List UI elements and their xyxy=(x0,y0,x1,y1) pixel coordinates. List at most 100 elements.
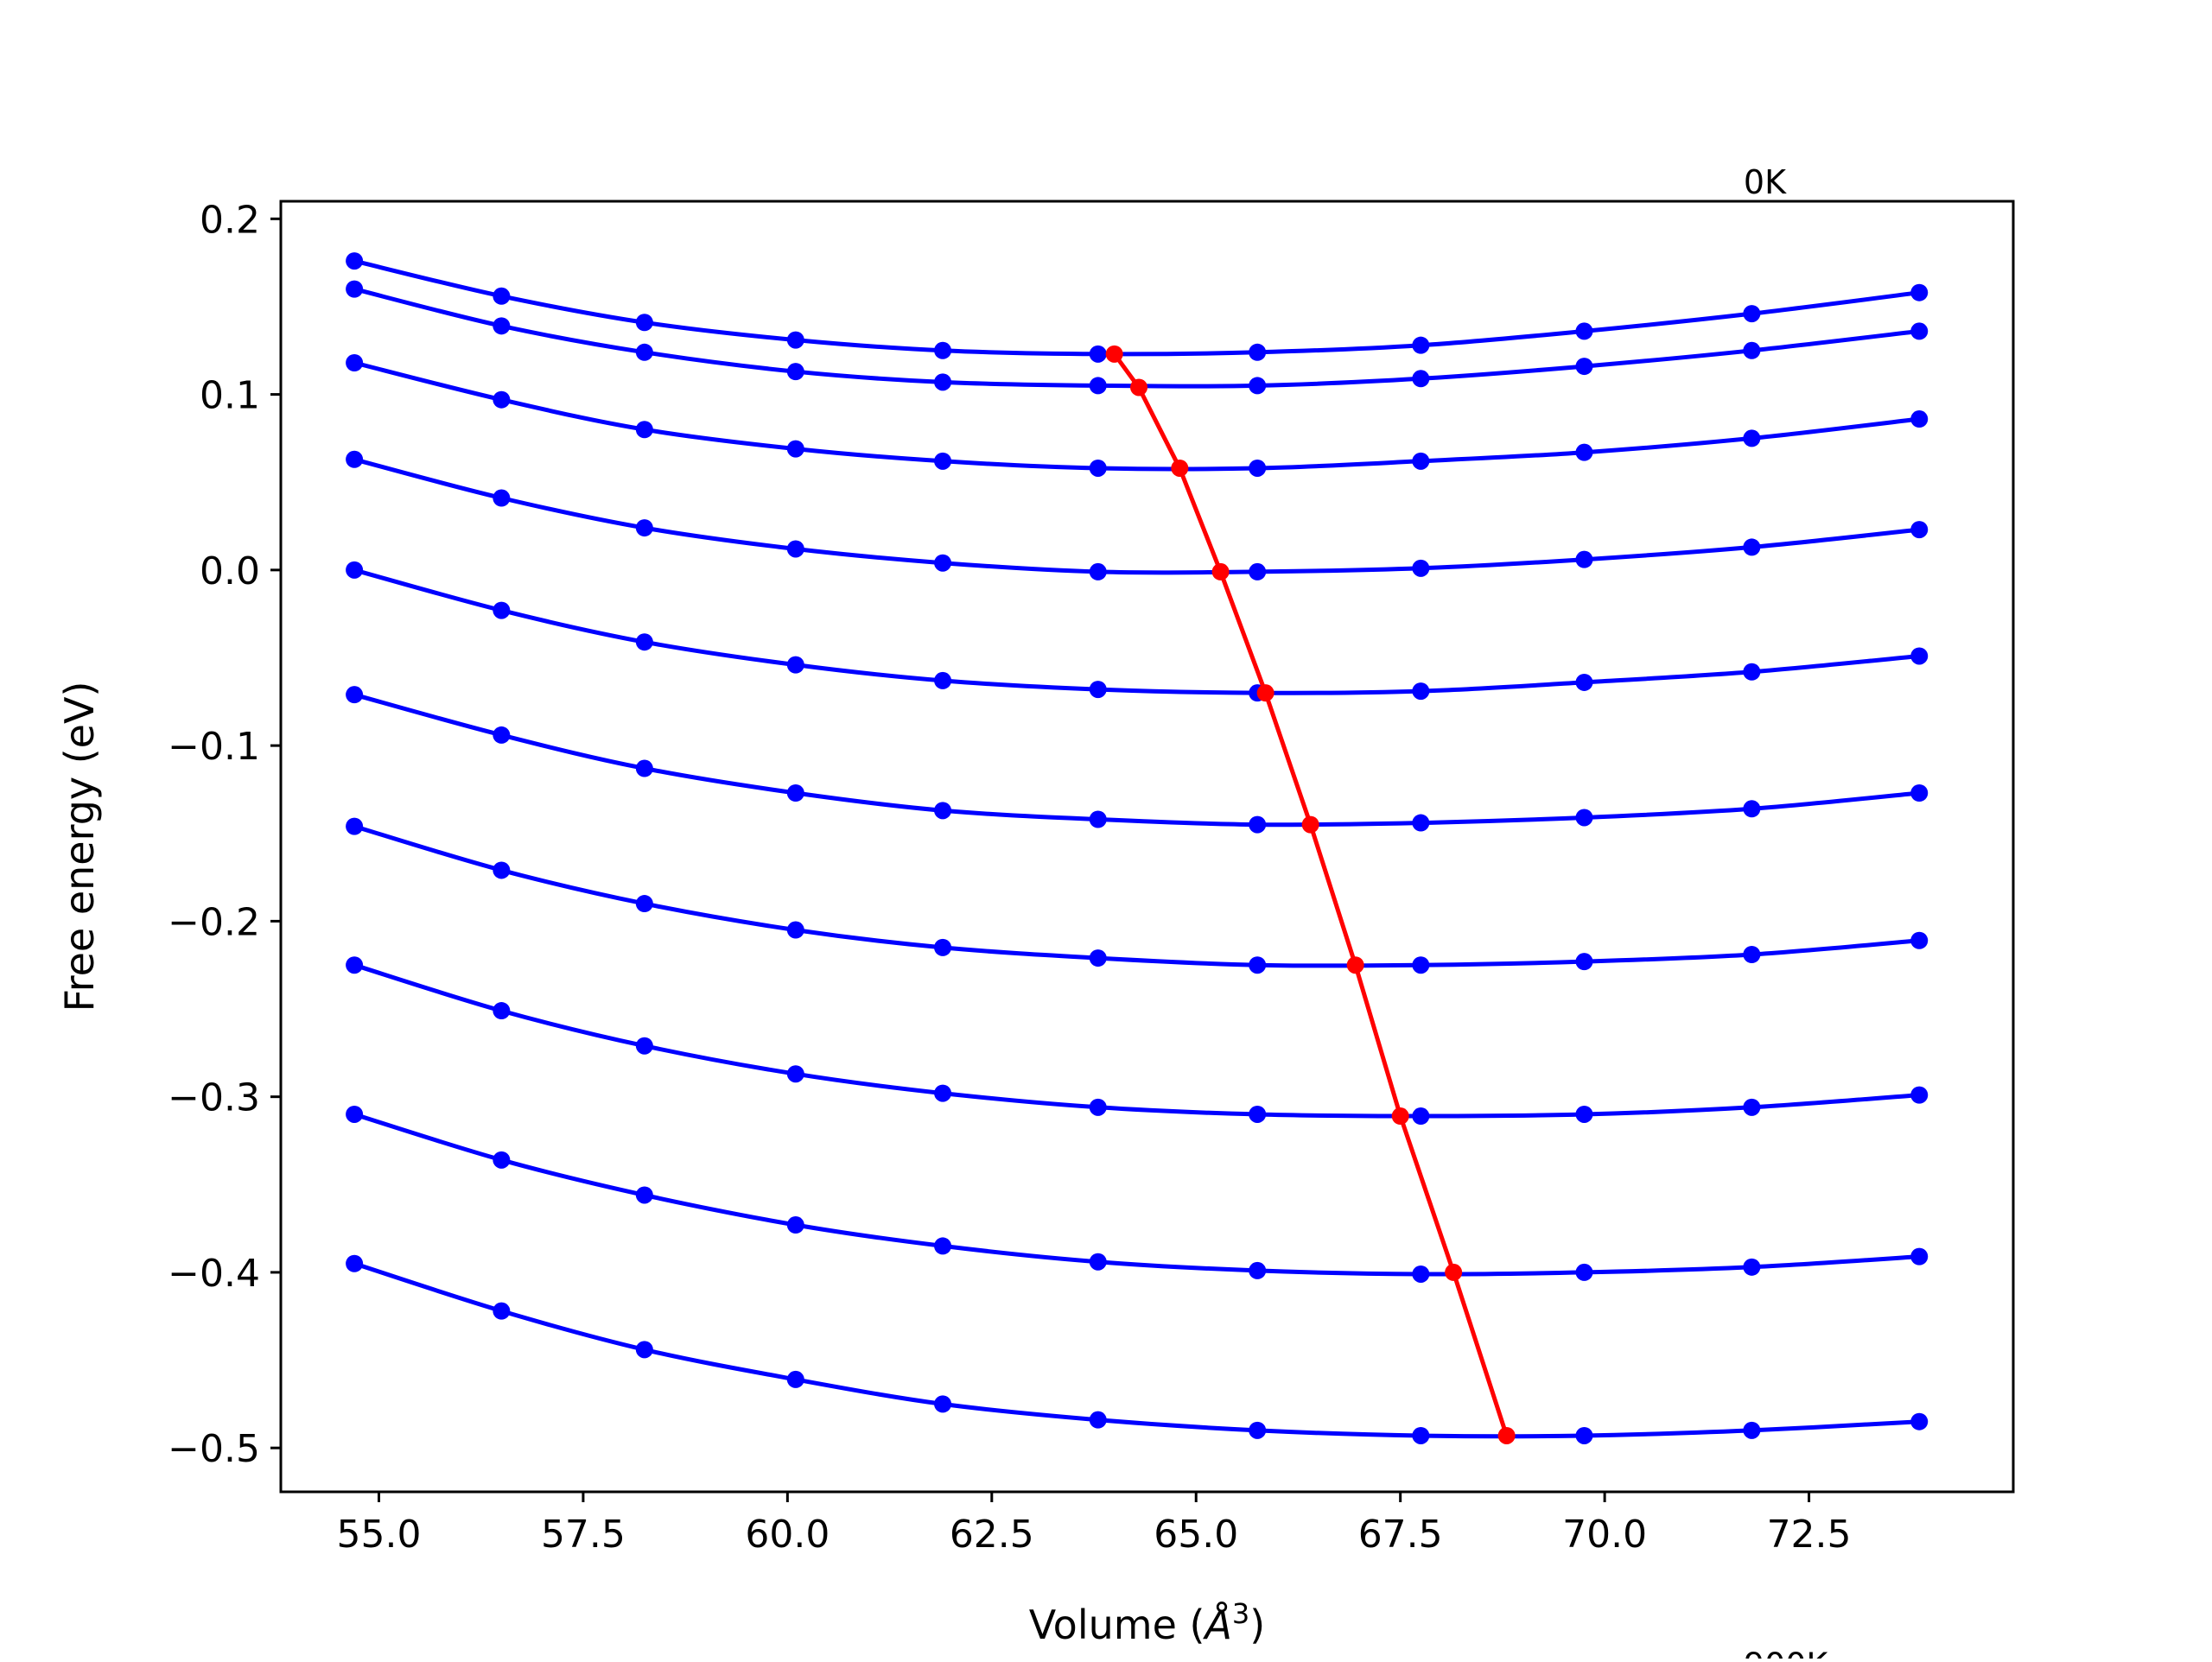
data-point xyxy=(635,314,653,332)
minimum-point xyxy=(1256,684,1274,702)
y-tick-label: 0.1 xyxy=(200,374,260,418)
data-point xyxy=(1412,814,1430,832)
data-point xyxy=(635,1037,653,1055)
data-point xyxy=(1089,949,1107,967)
minimum-point xyxy=(1171,459,1189,477)
y-tick-label: 0.0 xyxy=(200,549,260,593)
data-point xyxy=(1575,953,1593,971)
x-axis-ticks: 55.0 57.5 60.0 62.5 65.0 67.5 70.0 72.5 xyxy=(337,1492,1852,1557)
data-point xyxy=(346,354,364,372)
data-point xyxy=(1910,283,1929,301)
data-point xyxy=(493,317,511,335)
data-point xyxy=(635,633,653,651)
series-10 xyxy=(346,1254,1929,1444)
data-point xyxy=(493,1151,511,1169)
data-point xyxy=(934,554,952,572)
plot-frame xyxy=(279,200,2015,1494)
data-point xyxy=(1089,345,1107,363)
data-point xyxy=(1412,370,1430,388)
data-point xyxy=(934,373,952,391)
data-point xyxy=(786,540,804,558)
data-point xyxy=(1575,1263,1593,1281)
data-point xyxy=(1575,1426,1593,1444)
data-point xyxy=(1089,1098,1107,1116)
data-point xyxy=(1249,343,1267,361)
data-point xyxy=(1910,784,1929,802)
data-point xyxy=(1249,1105,1267,1123)
x-tick-label: 70.0 xyxy=(1562,1513,1647,1557)
data-point xyxy=(1412,452,1430,470)
data-point xyxy=(1089,1253,1107,1271)
x-tick-label: 72.5 xyxy=(1767,1513,1852,1557)
data-point xyxy=(346,817,364,835)
x-axis-label-symbol: Å xyxy=(1202,1602,1231,1648)
data-point xyxy=(1910,1247,1929,1266)
data-point xyxy=(635,759,653,777)
data-point xyxy=(1910,1412,1929,1430)
data-point xyxy=(934,1237,952,1255)
data-point xyxy=(493,726,511,744)
data-point xyxy=(346,1105,364,1123)
data-point xyxy=(1412,956,1430,974)
x-tick-label: 55.0 xyxy=(337,1513,422,1557)
x-tick-label: 60.0 xyxy=(745,1513,830,1557)
data-point xyxy=(1089,810,1107,828)
data-point xyxy=(1575,358,1593,376)
series-8 xyxy=(346,956,1929,1126)
data-point xyxy=(1910,647,1929,665)
data-point xyxy=(786,656,804,674)
data-point xyxy=(786,331,804,349)
data-point xyxy=(493,287,511,305)
y-tick-label: −0.2 xyxy=(168,900,260,944)
y-tick-label: −0.5 xyxy=(168,1427,260,1471)
x-tick-label: 62.5 xyxy=(950,1513,1034,1557)
data-point xyxy=(493,1302,511,1320)
data-point xyxy=(1412,336,1430,354)
data-point xyxy=(1089,562,1107,580)
minima-line xyxy=(1112,352,1509,1437)
data-point xyxy=(1743,1421,1761,1439)
data-point xyxy=(934,1084,952,1102)
data-point xyxy=(1743,538,1761,556)
data-point xyxy=(1575,673,1593,691)
data-point xyxy=(346,1254,364,1272)
x-tick-label: 65.0 xyxy=(1154,1513,1238,1557)
data-point xyxy=(1910,521,1929,539)
minimum-point xyxy=(1497,1426,1516,1444)
data-point xyxy=(934,452,952,470)
data-point xyxy=(1249,377,1267,395)
data-point xyxy=(1575,809,1593,827)
series-6 xyxy=(346,686,1929,834)
data-point xyxy=(635,421,653,439)
y-tick-label: −0.3 xyxy=(168,1076,260,1120)
data-point xyxy=(1089,681,1107,699)
data-point xyxy=(635,519,653,537)
data-point xyxy=(493,861,511,879)
data-point xyxy=(1910,1086,1929,1104)
data-point xyxy=(635,1186,653,1204)
data-point xyxy=(635,1341,653,1359)
minimum-point xyxy=(1105,345,1123,363)
data-point xyxy=(1743,1258,1761,1276)
data-point xyxy=(346,561,364,579)
data-point xyxy=(1249,562,1267,580)
data-point xyxy=(346,450,364,468)
x-tick-label: 67.5 xyxy=(1358,1513,1443,1557)
data-point xyxy=(934,1395,952,1413)
data-point xyxy=(1089,459,1107,477)
annotation-label: 900K xyxy=(1744,1646,1829,1659)
data-point xyxy=(1910,931,1929,949)
y-tick-label: 0.2 xyxy=(200,198,260,242)
data-point xyxy=(934,671,952,689)
data-point xyxy=(1249,956,1267,974)
data-point xyxy=(786,440,804,458)
x-axis-label: Volume (Å3) xyxy=(1029,1597,1265,1648)
data-point xyxy=(1412,1107,1430,1126)
x-tick-label: 57.5 xyxy=(541,1513,626,1557)
data-point xyxy=(1743,946,1761,964)
data-point xyxy=(1910,410,1929,428)
series-4 xyxy=(346,450,1929,580)
data-point xyxy=(1910,322,1929,340)
